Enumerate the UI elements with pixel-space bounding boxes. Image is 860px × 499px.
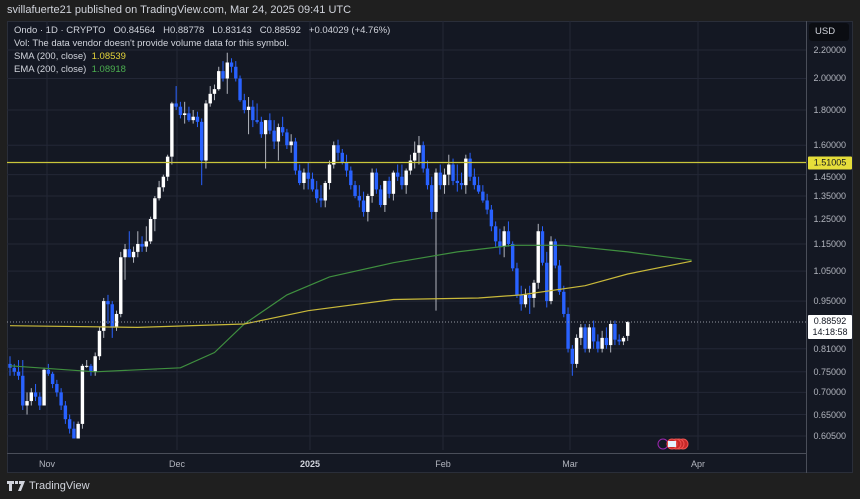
chart-plot-area[interactable] [7, 21, 806, 450]
price-axis-label: 0.75000 [813, 366, 846, 377]
price-axis-label: 1.05000 [813, 266, 846, 277]
price-axis-label: 0.60500 [813, 431, 846, 441]
price-axis-label: 2.00000 [813, 73, 846, 84]
legend-ohlc-row: Ondo · 1D · CRYPTO O0.84564 H0.88778 L0.… [14, 24, 390, 37]
time-axis-label: Dec [168, 459, 186, 469]
price-axis-label: 1.15000 [813, 238, 846, 249]
legend-change: +0.04029 (+4.76%) [308, 25, 391, 36]
publisher-line: svillafuerte21 published on TradingView.… [7, 4, 352, 16]
time-axis-label: Apr [690, 459, 706, 469]
candlestick-chart[interactable] [7, 21, 806, 450]
time-axis-label: Mar [562, 459, 578, 469]
time-axis-label: 2025 [299, 459, 321, 469]
legend-symbol[interactable]: Ondo · 1D · CRYPTO [14, 25, 106, 36]
legend-high: H0.88778 [163, 25, 205, 36]
time-axis-label: Feb [435, 459, 451, 469]
legend-close: C0.88592 [259, 25, 301, 36]
chart-legend: Ondo · 1D · CRYPTO O0.84564 H0.88778 L0.… [14, 24, 390, 76]
sma-label: SMA (200, close) [14, 51, 87, 62]
price-axis-label: 0.81000 [813, 343, 846, 354]
currency-button[interactable]: USD [809, 23, 849, 41]
price-axis-label: 1.45000 [813, 171, 846, 182]
price-axis-label: 1.25000 [813, 214, 846, 225]
last-price-tag: 0.88592 14:18:58 [808, 314, 852, 339]
bar-countdown: 14:18:58 [812, 326, 848, 337]
ema-label: EMA (200, close) [14, 64, 87, 75]
horizontal-line-price-tag: 1.51005 [808, 156, 852, 170]
time-axis-label: Nov [38, 459, 56, 469]
legend-ema-row[interactable]: EMA (200, close) 1.08918 [14, 63, 390, 76]
tradingview-logo-icon [7, 481, 25, 491]
chart-frame [7, 21, 853, 473]
price-axis-label: 1.80000 [813, 105, 846, 115]
price-axis-label: 0.65000 [813, 409, 846, 420]
last-price-value: 0.88592 [813, 315, 847, 326]
legend-open: O0.84564 [113, 25, 156, 36]
economic-events-markers[interactable] [657, 438, 689, 450]
price-axis-label: 1.35000 [813, 191, 846, 202]
legend-low: L0.83143 [212, 25, 252, 36]
legend-volume-note: Vol: The data vendor doesn't provide vol… [14, 38, 290, 49]
tradingview-brand: TradingView [29, 480, 90, 492]
legend-sma-row[interactable]: SMA (200, close) 1.08539 [14, 50, 390, 63]
price-axis[interactable]: 2.20000 2.00000 1.80000 1.60000 1.45000 1.350… [806, 21, 854, 473]
price-axis-label: 1.60000 [813, 140, 846, 151]
price-axis-label: 0.70000 [813, 387, 846, 398]
time-axis[interactable]: Nov Dec 2025 Feb Mar Apr [7, 453, 806, 474]
sma-value: 1.08539 [91, 51, 126, 62]
ema-value: 1.08918 [91, 64, 126, 75]
price-axis-label: 0.95000 [813, 296, 846, 307]
price-axis-label: 2.20000 [813, 45, 846, 55]
tradingview-footer: TradingView [7, 480, 90, 492]
